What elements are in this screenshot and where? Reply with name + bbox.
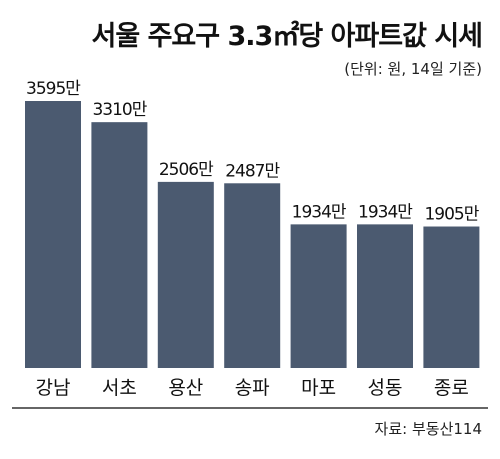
bar-5 [290, 224, 347, 368]
value-label-7: 1905만 [424, 205, 479, 225]
category-labels-group: 강남 서초 용산 송파 마포 성동 종로 [36, 377, 469, 399]
bar-4 [224, 183, 281, 368]
value-label-2: 3310만 [92, 100, 147, 120]
bars-group [25, 101, 480, 368]
category-label-7: 종로 [434, 377, 469, 399]
category-label-4: 송파 [235, 377, 270, 399]
bar-2 [91, 122, 148, 368]
value-label-5: 1934만 [292, 202, 347, 222]
category-label-6: 성동 [368, 377, 403, 399]
bar-7 [423, 226, 480, 368]
value-label-3: 2506만 [159, 160, 214, 180]
category-label-2: 서초 [102, 377, 137, 399]
bar-3 [157, 181, 214, 368]
category-label-3: 용산 [168, 377, 203, 399]
bar-6 [357, 224, 413, 368]
value-label-6: 1934만 [358, 202, 413, 222]
category-label-5: 마포 [301, 377, 336, 399]
value-labels-group: 3595만 3310만 2506만 2487만 1934만 1934만 1905만 [26, 79, 481, 225]
category-label-1: 강남 [36, 377, 71, 399]
bar-1 [25, 101, 81, 368]
value-label-4: 2487만 [225, 161, 280, 181]
value-label-1: 3595만 [26, 79, 81, 99]
chart-title: 서울 주요구 3.3㎡당 아파트값 시세 [91, 21, 483, 52]
source-note: 자료: 부동산114 [374, 420, 482, 438]
chart-subtitle: (단위: 원, 14일 기준) [344, 60, 482, 78]
